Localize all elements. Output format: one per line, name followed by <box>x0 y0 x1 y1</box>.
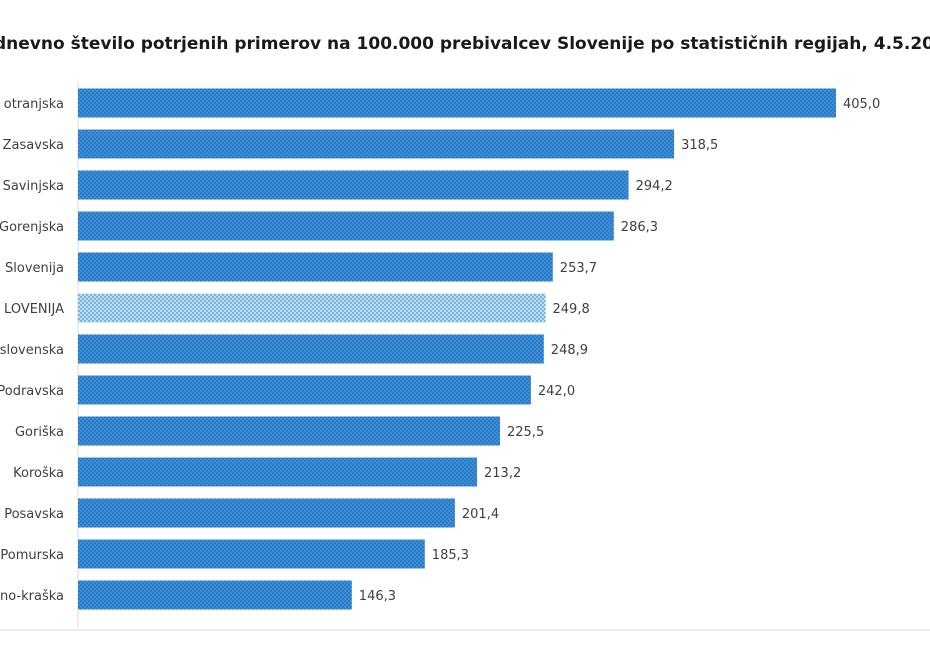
bar-7 <box>78 375 531 405</box>
category-label-6: slovenska <box>0 343 64 358</box>
bar-10 <box>78 498 455 528</box>
data-label-2: 294,2 <box>636 179 673 194</box>
bar-8 <box>78 416 500 446</box>
category-label-5: LOVENIJA <box>4 302 64 317</box>
bar-6 <box>78 334 544 364</box>
category-label-2: Savinjska <box>3 179 64 194</box>
bar-0 <box>78 88 836 118</box>
chart-title: dnevno število potrjenih primerov na 100… <box>0 34 930 54</box>
data-label-9: 213,2 <box>484 466 521 481</box>
category-label-3: Gorenjska <box>0 220 64 235</box>
bar-1 <box>78 129 675 159</box>
data-label-12: 146,3 <box>359 589 396 604</box>
data-label-4: 253,7 <box>560 261 597 276</box>
category-label-0: otranjska <box>4 97 64 112</box>
data-label-1: 318,5 <box>681 138 718 153</box>
data-label-7: 242,0 <box>538 384 575 399</box>
category-label-11: Pomurska <box>0 548 64 563</box>
bar-4 <box>78 252 553 282</box>
bar-5 <box>78 293 546 323</box>
category-label-8: Goriška <box>15 425 64 440</box>
data-label-11: 185,3 <box>432 548 469 563</box>
bar-12 <box>78 580 352 610</box>
category-label-12: no-kraška <box>0 589 64 604</box>
bars-layer: otranjska 405,0 Zasavska 318,5 Savinjska 294,… <box>0 88 880 610</box>
data-label-3: 286,3 <box>621 220 658 235</box>
data-label-0: 405,0 <box>843 97 880 112</box>
category-label-7: Podravska <box>0 384 64 399</box>
bar-9 <box>78 457 477 487</box>
data-label-8: 225,5 <box>507 425 544 440</box>
category-label-9: Koroška <box>13 466 64 481</box>
bar-2 <box>78 170 629 200</box>
bar-3 <box>78 211 614 241</box>
category-label-10: Posavska <box>4 507 64 522</box>
data-label-10: 201,4 <box>462 507 499 522</box>
data-label-6: 248,9 <box>551 343 588 358</box>
data-label-5: 249,8 <box>553 302 590 317</box>
category-label-1: Zasavska <box>3 138 64 153</box>
category-label-4: Slovenija <box>5 261 64 276</box>
bar-11 <box>78 539 425 569</box>
